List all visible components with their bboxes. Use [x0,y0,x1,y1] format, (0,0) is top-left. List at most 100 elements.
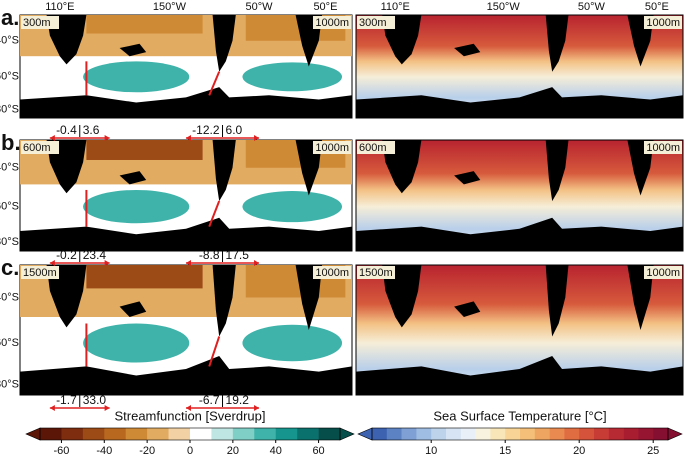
land [454,43,481,57]
section-line [208,200,221,227]
depth-box [313,16,351,29]
colorbar-tick-label: 60 [312,445,324,454]
colorbar-bin [594,428,610,440]
depth-box [644,266,682,279]
transport-value: 17.5 [226,248,250,262]
land [20,356,352,395]
colorbar-tick-label: 25 [647,445,659,454]
arrow-head [104,405,110,411]
depth-box [21,266,59,279]
land [356,87,683,118]
colorbar-bin [416,428,432,440]
transport-value: -0.4 [56,123,77,137]
latitude-label: 40°S [0,162,19,174]
land [356,217,683,251]
depth-box [644,141,682,154]
colorbar-bin [534,428,550,440]
transport-value: 3.6 [83,123,100,137]
colorbar-bin [147,428,169,440]
depth-box [644,16,682,29]
land [545,15,569,72]
negative-gyre [83,61,190,93]
colorbar-tick-label: -20 [139,445,155,454]
latitude-label: 60°S [0,201,19,213]
colorbar-frame [371,427,669,441]
transport-value: 19.2 [226,393,250,407]
colorbar-bin [125,428,148,440]
land [212,15,236,72]
colorbar-bin [372,428,388,440]
depth-label: 1000m [646,267,680,279]
land [119,301,147,317]
transport-value: -0.2 [56,248,77,262]
transport-value: -8.8 [199,248,220,262]
longitude-label: 150°W [153,1,187,13]
land [545,265,569,337]
latitude-label: 40°S [0,291,19,303]
colorbar-bin [318,428,341,440]
arrow-head [104,260,110,266]
latitude-label: 40°S [0,35,19,47]
arrow-head [186,135,191,141]
land [454,301,481,317]
longitude-label: 110°E [381,1,410,13]
arrow-head [49,405,55,411]
colorbar-bin [579,428,595,440]
land [119,43,147,57]
transport-value: 23.4 [83,248,107,262]
colorbar-tick-label: 20 [573,445,585,454]
negative-gyre [242,324,343,362]
land [454,171,481,185]
positive-core [86,15,203,34]
colorbar-bin [190,428,212,440]
latitude-label: 60°S [0,71,19,83]
colorbar-bin [505,428,521,440]
colorbar-bin [564,428,580,440]
depth-box [21,141,59,154]
arrow-head [254,405,260,411]
colorbar-bin [104,428,127,440]
longitude-label: 150°W [487,1,521,13]
depth-label: 1000m [315,17,349,29]
depth-label: 1000m [315,142,349,154]
depth-box [313,266,351,279]
colorbar-tick-label: 20 [227,445,239,454]
land [119,171,147,185]
transport-value: -12.2 [192,123,220,137]
arrow-head [49,260,55,266]
colorbar-extend [339,427,355,441]
colorbar-bin [232,428,255,440]
latitude-label: 80°S [0,104,19,116]
colorbar-bin [520,428,536,440]
depth-label: 300m [359,17,387,29]
land [20,87,352,118]
depth-label: 1000m [315,267,349,279]
section-line [208,71,221,96]
colorbar-extend [357,427,373,441]
latitude-label: 80°S [0,236,19,248]
colorbar-bin [460,428,476,440]
colorbar-bin [254,428,277,440]
panel-label: a. [1,5,19,30]
longitude-label: 50°E [313,1,337,13]
panel-label: b. [1,130,21,155]
longitude-label: 110°E [45,1,74,13]
colorbar-bin [82,428,105,440]
latitude-label: 80°S [0,379,19,391]
land [212,265,236,337]
colorbar-bin [168,428,191,440]
land [545,140,569,202]
colorbar-tick-label: -40 [96,445,112,454]
depth-label: 600m [23,142,51,154]
latitude-label: 60°S [0,337,19,349]
transport-value: -1.7 [56,393,77,407]
colorbar-bin [401,428,417,440]
positive-core [86,265,203,289]
colorbar-extend [667,427,683,441]
land [382,265,422,328]
negative-gyre [83,189,190,224]
positive-core [86,140,203,160]
colorbar-tick-label: 10 [425,445,437,454]
land [46,265,87,328]
